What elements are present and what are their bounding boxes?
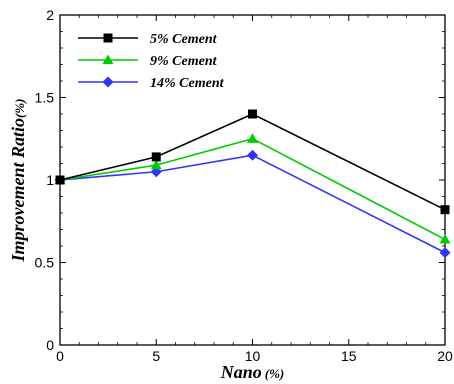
legend-item: 14% Cement xyxy=(78,76,225,91)
legend: 5% Cement 9% Cement 14% Cement xyxy=(78,32,225,91)
data-point xyxy=(151,152,161,162)
y-tick-label: 0.5 xyxy=(35,255,55,271)
data-point xyxy=(55,175,65,185)
data-point xyxy=(247,133,258,143)
series-3 xyxy=(54,149,451,259)
legend-marker xyxy=(102,54,114,65)
series-layer xyxy=(54,109,451,259)
x-tick-label: 0 xyxy=(56,348,64,364)
x-tick-label: 5 xyxy=(152,348,160,364)
legend-item: 9% Cement xyxy=(78,54,218,69)
x-axis-title: Nano (%) xyxy=(220,362,285,382)
data-point xyxy=(439,233,451,244)
data-point xyxy=(247,149,258,161)
y-tick-label: 2 xyxy=(46,7,54,23)
x-tick-label: 10 xyxy=(245,348,261,364)
y-axis-title-unit: (%) xyxy=(12,99,27,119)
y-tick-label: 0 xyxy=(46,337,54,353)
legend-label: 5% Cement xyxy=(150,32,218,47)
axis-labels: Nano (%) Improvement Ratio(%) xyxy=(8,99,284,383)
legend-marker xyxy=(103,33,113,43)
series-line xyxy=(59,113,446,211)
data-point xyxy=(150,159,162,170)
series-1 xyxy=(55,109,450,215)
y-axis-title-text: Improvement Ratio xyxy=(8,118,28,263)
legend-label: 9% Cement xyxy=(150,54,218,69)
y-axis-title: Improvement Ratio(%) xyxy=(8,99,28,263)
legend-label: 14% Cement xyxy=(150,76,225,91)
x-axis-title-unit: (%) xyxy=(265,366,285,381)
y-tick-label: 1.5 xyxy=(35,90,55,106)
series-line xyxy=(59,137,446,241)
series-line xyxy=(59,154,446,254)
y-tick-label: 1 xyxy=(46,172,54,188)
plot-frame xyxy=(59,14,446,346)
x-tick-label: 20 xyxy=(437,348,453,364)
legend-item: 5% Cement xyxy=(78,32,218,47)
data-point xyxy=(248,109,257,119)
x-axis-title-text: Nano xyxy=(220,362,262,382)
legend-marker xyxy=(102,76,114,88)
data-point xyxy=(439,247,451,259)
x-tick-label: 15 xyxy=(341,348,357,364)
data-point xyxy=(440,205,450,215)
plot-layer: 0 5 10 15 20 0 0.5 1 1.5 2 xyxy=(35,7,453,364)
